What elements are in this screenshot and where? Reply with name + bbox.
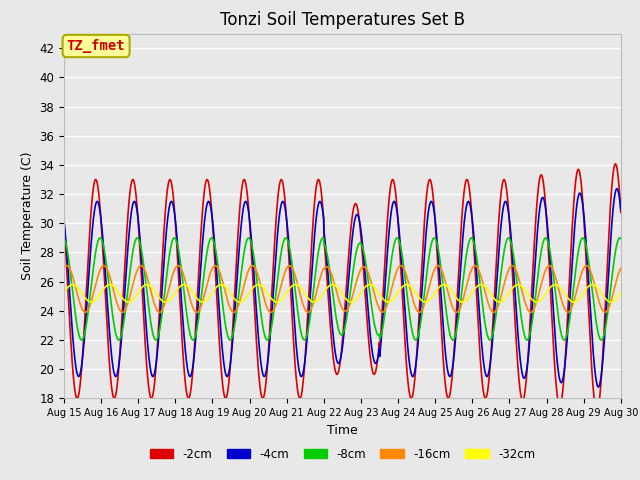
-16cm <box>584 263 591 269</box>
-8cm <box>60 236 68 241</box>
Line: -16cm: -16cm <box>64 265 621 312</box>
-4cm <box>358 240 366 246</box>
-4cm <box>504 207 512 213</box>
-16cm <box>371 292 378 298</box>
-32cm <box>617 289 625 295</box>
Line: -8cm: -8cm <box>64 238 621 340</box>
-4cm <box>371 359 378 365</box>
-2cm <box>216 338 223 344</box>
-16cm <box>434 263 442 268</box>
-4cm <box>613 186 621 192</box>
-2cm <box>617 209 625 215</box>
-4cm <box>216 307 223 312</box>
-8cm <box>568 298 576 304</box>
-32cm <box>459 299 467 305</box>
-8cm <box>227 337 234 343</box>
X-axis label: Time: Time <box>327 424 358 437</box>
-16cm <box>358 264 366 270</box>
-8cm <box>216 275 223 281</box>
-2cm <box>60 219 68 225</box>
-32cm <box>371 285 378 290</box>
-32cm <box>584 285 591 290</box>
-2cm <box>593 408 601 414</box>
-2cm <box>583 275 591 281</box>
Line: -32cm: -32cm <box>64 285 621 302</box>
-16cm <box>617 265 625 271</box>
-32cm <box>505 291 513 297</box>
Y-axis label: Soil Temperature (C): Soil Temperature (C) <box>20 152 34 280</box>
Text: TZ_fmet: TZ_fmet <box>67 39 125 53</box>
Title: Tonzi Soil Temperatures Set B: Tonzi Soil Temperatures Set B <box>220 11 465 29</box>
-4cm <box>60 217 68 223</box>
-8cm <box>505 235 513 241</box>
-32cm <box>358 288 366 293</box>
-8cm <box>359 246 367 252</box>
-8cm <box>371 324 379 330</box>
Line: -4cm: -4cm <box>64 189 621 387</box>
-32cm <box>568 299 576 305</box>
-16cm <box>216 268 223 274</box>
-32cm <box>216 282 223 288</box>
-8cm <box>584 251 591 257</box>
-4cm <box>583 254 591 260</box>
Line: -2cm: -2cm <box>64 164 621 411</box>
-32cm <box>60 289 68 295</box>
-2cm <box>358 252 366 258</box>
-8cm <box>207 235 215 241</box>
-4cm <box>617 207 625 213</box>
-2cm <box>371 371 378 377</box>
-2cm <box>568 236 575 242</box>
-16cm <box>505 267 513 273</box>
-16cm <box>568 304 576 310</box>
Legend: -2cm, -4cm, -8cm, -16cm, -32cm: -2cm, -4cm, -8cm, -16cm, -32cm <box>145 443 540 466</box>
-2cm <box>504 202 512 207</box>
-16cm <box>452 310 460 315</box>
-8cm <box>617 236 625 241</box>
-4cm <box>568 269 575 275</box>
-2cm <box>612 161 620 167</box>
-16cm <box>60 265 68 271</box>
-32cm <box>477 282 485 288</box>
-4cm <box>595 384 602 390</box>
